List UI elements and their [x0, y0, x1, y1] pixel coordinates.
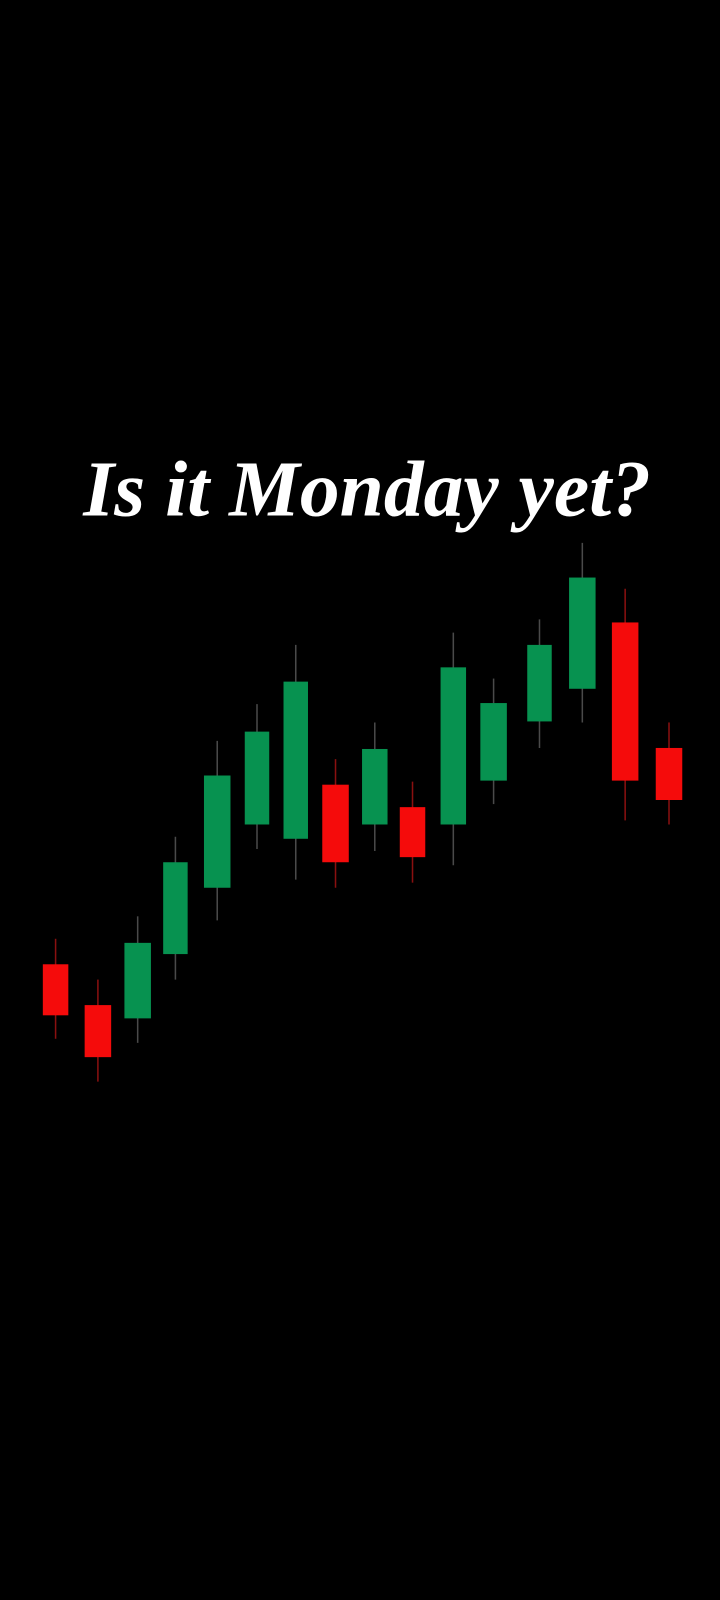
- candle-body: [440, 667, 467, 825]
- candle-body: [480, 703, 507, 781]
- candle-body: [124, 942, 151, 1019]
- candle-body: [362, 748, 388, 825]
- candlesticks: [42, 542, 683, 1082]
- candle-body: [283, 681, 308, 839]
- candle-body: [527, 644, 552, 722]
- candle-body: [322, 784, 349, 863]
- candle-body: [84, 1005, 112, 1058]
- candle-body: [399, 807, 426, 858]
- candle-body: [655, 747, 683, 800]
- title: Is it Monday yet?: [82, 445, 651, 533]
- candle-body: [569, 577, 596, 689]
- candle-body: [163, 862, 188, 955]
- candle-body: [611, 622, 639, 781]
- candle-body: [244, 731, 270, 825]
- candle-body: [42, 964, 69, 1016]
- candle-body: [203, 775, 231, 888]
